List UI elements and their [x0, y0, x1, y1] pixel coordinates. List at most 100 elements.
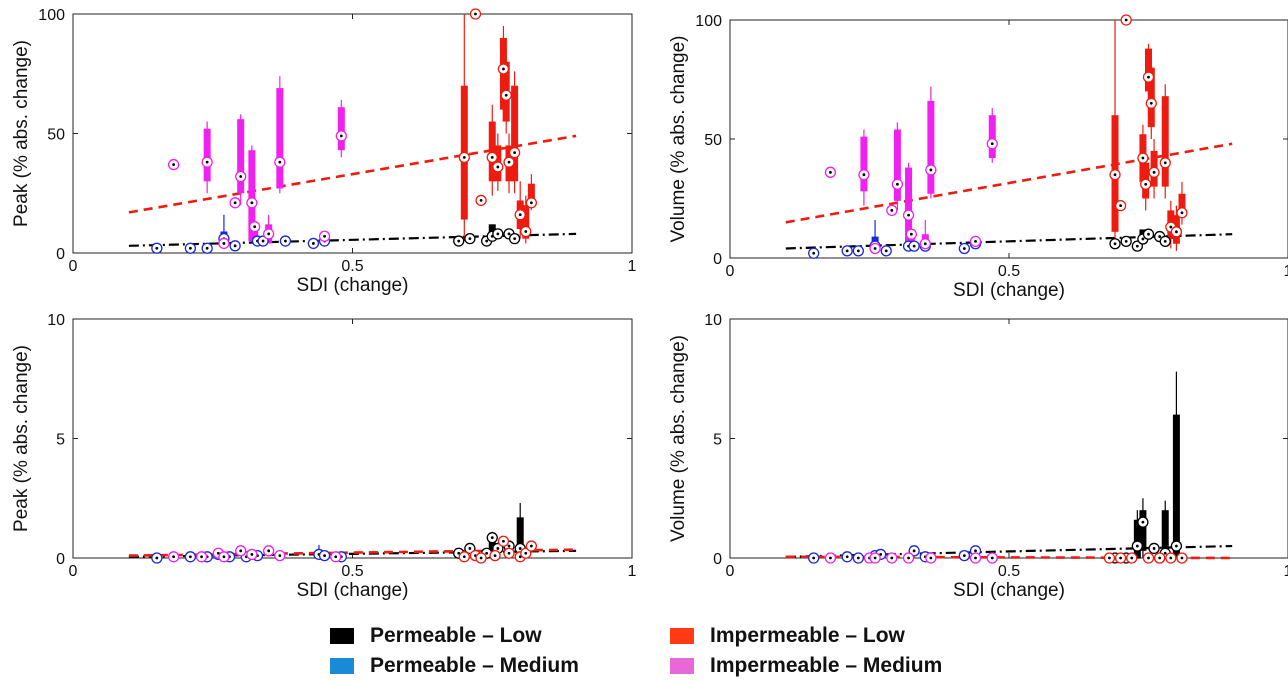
x-tick-label: 0.5 — [341, 563, 363, 580]
chart-panel-volume-top: 0 0.5 1 0 50 100 SDI (change) Volume (% abs. ch… — [668, 13, 1288, 301]
box-impermeable-low — [1161, 96, 1169, 187]
data-point-center-permeable-medium — [284, 239, 287, 243]
data-point-center-impermeable-medium — [990, 142, 994, 146]
box-impermeable-medium — [337, 107, 345, 151]
data-point-center-permeable-medium — [188, 555, 192, 559]
data-point-center-impermeable-low — [502, 67, 505, 71]
data-point-center-permeable-low — [496, 547, 500, 550]
y-tick-label: 50 — [704, 132, 722, 149]
data-point-center-impermeable-medium — [873, 247, 877, 250]
data-point-center-impermeable-low — [462, 156, 466, 159]
data-point-center-permeable-low — [468, 547, 472, 550]
data-point-center-impermeable-medium — [929, 168, 933, 172]
trend-line-permeable-low — [128, 232, 577, 247]
data-point-center-permeable-low — [468, 237, 472, 241]
box-impermeable-medium — [988, 115, 996, 159]
data-point-center-impermeable-low — [1149, 101, 1153, 105]
data-point-center-permeable-medium — [879, 553, 883, 556]
box-impermeable-medium — [237, 119, 245, 194]
y-tick-label: 0 — [713, 551, 722, 568]
box-impermeable-low — [1147, 67, 1155, 128]
data-point-center-permeable-medium — [311, 242, 315, 245]
data-point-center-impermeable-low — [1144, 182, 1148, 186]
y-axis-label: Volume (% abs. change) — [668, 35, 689, 242]
legend-item-permeable-medium: Permeable – Medium — [330, 654, 670, 678]
x-axis-label: SDI (change) — [953, 280, 1065, 301]
y-tick-label: 10 — [47, 312, 65, 329]
box-permeable-low — [1161, 510, 1169, 558]
data-point-center-permeable-low — [1124, 239, 1128, 243]
legend-swatch-permeable-low — [330, 628, 354, 644]
box-impermeable-low — [488, 121, 496, 182]
data-point-center-impermeable-medium — [334, 555, 338, 559]
data-point-center-impermeable-low — [1152, 170, 1156, 174]
y-tick-label: 5 — [713, 432, 722, 449]
data-point-center-impermeable-low — [1175, 230, 1178, 234]
x-tick-label: 0.5 — [341, 258, 363, 275]
data-point-center-permeable-low — [1147, 232, 1150, 236]
y-tick-label: 5 — [56, 432, 65, 449]
data-point-center-permeable-low — [457, 551, 461, 555]
data-point-center-permeable-low — [1163, 239, 1167, 243]
data-point-center-impermeable-low — [1113, 173, 1117, 177]
x-tick-label: 1 — [628, 258, 637, 275]
y-tick-label: 0 — [56, 246, 65, 263]
data-point-center-permeable-medium — [155, 556, 159, 560]
data-point-center-permeable-medium — [155, 246, 159, 250]
data-point-center-permeable-low — [457, 239, 461, 243]
data-point-center-impermeable-low — [504, 93, 508, 97]
legend-label-impermeable-low: Impermeable – Low — [710, 624, 905, 647]
y-tick-label: 100 — [695, 13, 722, 30]
data-point-center-permeable-low — [1152, 547, 1156, 550]
data-point-center-permeable-low — [1158, 235, 1162, 238]
legend-swatch-permeable-medium — [330, 658, 354, 674]
data-point-center-impermeable-low — [1169, 556, 1173, 560]
data-point-center-impermeable-medium — [323, 234, 326, 238]
legend-item-impermeable-medium: Impermeable – Medium — [670, 654, 1010, 678]
data-point-center-impermeable-low — [502, 539, 505, 543]
data-point-center-permeable-medium — [884, 249, 888, 253]
data-point-center-impermeable-low — [1108, 556, 1111, 560]
data-point-center-permeable-low — [1141, 237, 1145, 241]
data-point-center-permeable-low — [513, 237, 517, 241]
data-point-center-impermeable-low — [507, 160, 511, 164]
data-point-center-impermeable-low — [479, 556, 483, 560]
data-point-center-impermeable-medium — [896, 182, 899, 186]
x-tick-label: 0 — [69, 563, 78, 580]
y-tick-label: 0 — [713, 251, 722, 268]
data-point-center-impermeable-medium — [829, 170, 832, 174]
data-point-center-permeable-low — [1141, 520, 1145, 524]
data-point-center-permeable-medium — [812, 251, 816, 255]
y-tick-label: 0 — [56, 551, 65, 568]
legend-label-permeable-medium: Permeable – Medium — [370, 654, 579, 677]
data-point-center-impermeable-medium — [873, 556, 877, 560]
y-tick-label: 10 — [704, 312, 722, 329]
box-impermeable-low — [1178, 193, 1186, 218]
data-point-center-impermeable-low — [1141, 156, 1145, 160]
data-point-center-permeable-medium — [912, 549, 916, 553]
data-point-center-impermeable-low — [529, 201, 533, 205]
x-tick-label: 0.5 — [998, 263, 1020, 280]
box-impermeable-low — [522, 205, 530, 239]
box-impermeable-low — [511, 85, 519, 182]
data-point-center-permeable-medium — [845, 249, 849, 253]
data-point-center-impermeable-low — [524, 551, 528, 555]
data-point-center-impermeable-low — [493, 554, 497, 558]
legend-item-permeable-low: Permeable – Low — [330, 624, 670, 648]
box-impermeable-medium — [860, 136, 868, 192]
box-impermeable-medium — [905, 167, 913, 247]
chart-legend: Permeable – Low Impermeable – Low Permea… — [330, 624, 1050, 678]
box-impermeable-medium — [276, 88, 284, 189]
data-point-center-impermeable-low — [529, 544, 533, 548]
box-impermeable-medium — [203, 128, 211, 182]
plot-frame — [72, 13, 633, 254]
data-point-center-impermeable-medium — [278, 160, 282, 164]
data-point-center-permeable-low — [1163, 551, 1167, 555]
y-tick-label: 100 — [38, 7, 65, 24]
box-permeable-low — [1133, 519, 1141, 558]
legend-swatch-impermeable-low — [670, 628, 694, 644]
data-point-center-impermeable-medium — [267, 549, 271, 553]
box-permeable-low — [516, 517, 524, 551]
